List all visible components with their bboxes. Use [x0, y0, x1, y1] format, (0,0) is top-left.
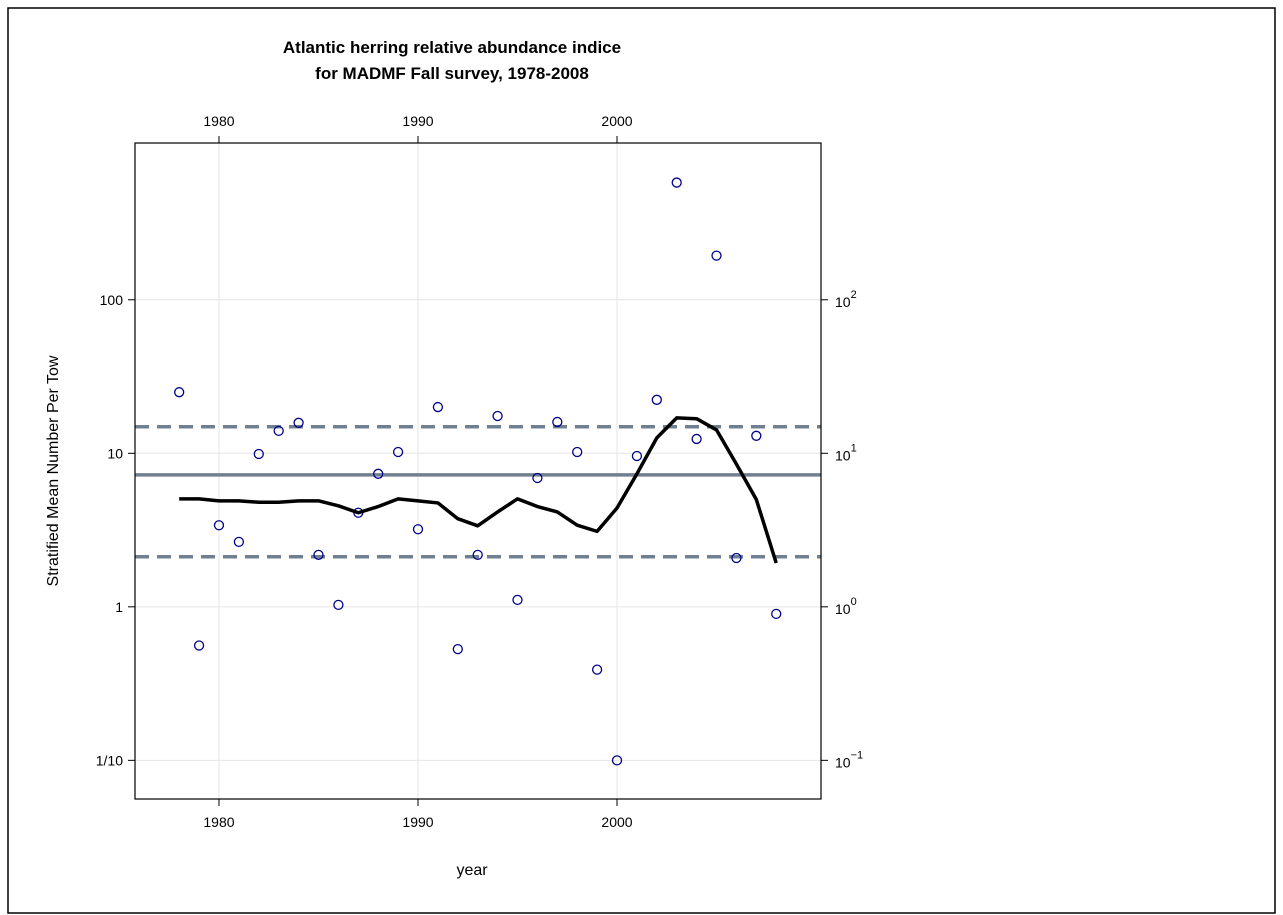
x-axis-label: year: [456, 862, 488, 879]
data-point: [293, 417, 304, 428]
y2-tick-exponent: 2: [851, 289, 857, 301]
data-point: [651, 394, 662, 405]
x-tick-label-top: 2000: [601, 113, 632, 129]
y-tick-label: 100: [100, 292, 124, 308]
data-point: [731, 552, 742, 564]
data-point: [671, 177, 682, 188]
data-point: [572, 446, 583, 458]
data-point: [591, 664, 603, 675]
y2-tick-label: 101: [835, 442, 857, 463]
y2-tick-exponent: 0: [851, 596, 857, 608]
data-point: [432, 401, 444, 413]
y-tick-label: 1/10: [96, 752, 123, 768]
data-point: [213, 520, 225, 531]
data-point: [273, 425, 284, 437]
data-point: [751, 430, 762, 441]
data-point: [174, 387, 185, 398]
y2-tick-exponent: 1: [851, 442, 857, 454]
data-point: [472, 549, 483, 561]
y-tick-label: 10: [107, 445, 123, 461]
data-point: [492, 410, 503, 422]
data-point: [253, 448, 264, 460]
y2-tick-base: 10: [835, 447, 851, 463]
y2-tick-base: 10: [835, 601, 851, 617]
data-point: [233, 536, 245, 547]
y-axis-label: Stratified Mean Number Per Tow: [45, 355, 62, 586]
data-point: [373, 468, 384, 479]
data-point: [333, 599, 344, 610]
data-point: [711, 250, 722, 261]
data-point: [771, 608, 782, 619]
chart-title: for MADMF Fall survey, 1978-2008: [315, 64, 589, 83]
x-tick-label: 1990: [402, 814, 433, 830]
frame: [7, 7, 1276, 914]
data-point: [512, 594, 523, 606]
y2-tick-label: 102: [835, 289, 857, 310]
data-point: [631, 450, 643, 462]
x-tick-label: 2000: [601, 814, 632, 830]
data-point: [412, 524, 424, 535]
data-point: [691, 433, 702, 445]
smooth-line: [179, 416, 778, 564]
x-tick-label-top: 1980: [203, 113, 234, 129]
chart-title: Atlantic herring relative abundance indi…: [283, 38, 621, 57]
y2-tick-base: 10: [835, 754, 851, 770]
data-point: [313, 549, 324, 561]
data-point: [452, 643, 463, 655]
x-tick-label: 1980: [203, 814, 234, 830]
y2-tick-exponent: −1: [851, 749, 864, 761]
y2-tick-base: 10: [835, 294, 851, 310]
y2-tick-label: 100: [835, 596, 857, 617]
y2-tick-label: 10−1: [835, 749, 863, 770]
y-tick-label: 1: [115, 599, 123, 615]
data-point: [532, 472, 543, 484]
data-point: [611, 755, 623, 766]
data-point: [193, 640, 205, 651]
data-point: [552, 416, 563, 428]
data-point: [392, 446, 404, 458]
plot-border: [134, 142, 822, 800]
x-tick-label-top: 1990: [402, 113, 433, 129]
